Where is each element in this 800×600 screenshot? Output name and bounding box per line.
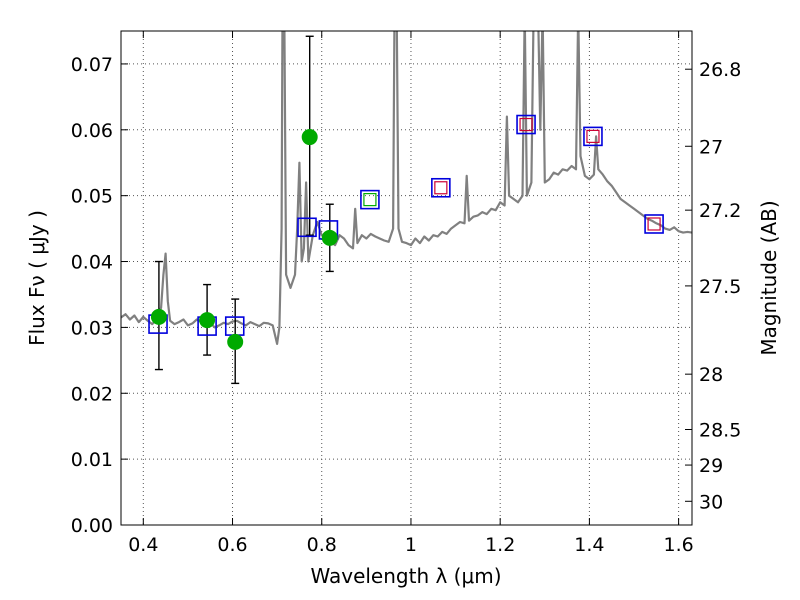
axis-ticks: 0.4 0.6 0.8 1 1.2 1.4 1.6 0.00 0.01 0.02 0.03 0.04 0… [71,31,741,556]
grid [121,31,692,525]
model-box-inner [586,129,600,143]
spectrum-line [121,31,692,345]
y-tick-label: 0.04 [71,252,113,274]
y2-tick-label: 28.5 [699,419,741,441]
model-box [297,217,317,238]
y2-tick-label: 26.8 [699,59,741,81]
model-box-inner [519,117,533,132]
y2-tick-label: 27.2 [699,200,741,222]
model-box [583,126,603,147]
y2-tick-label: 27.5 [699,276,741,298]
y2-tick-label: 30 [699,491,723,513]
x-tick-label: 1.4 [574,534,604,556]
model-box [431,177,451,198]
y-tick-label: 0.00 [71,515,113,537]
y2-tick-label: 27 [699,136,723,158]
y-axis-label: Flux Fν ( μJy ) [25,210,49,346]
spectrum-series [121,31,692,345]
y2-tick-label: 28 [699,364,723,386]
model-box-inner [647,217,661,231]
y-tick-label: 0.03 [71,317,113,339]
x-tick-label: 0.8 [307,534,337,556]
observed-point [321,229,338,246]
x-axis-label: Wavelength λ (μm) [310,564,501,588]
observed-point [227,333,244,350]
y-tick-label: 0.01 [71,449,113,471]
y-tick-label: 0.07 [71,54,113,76]
model-box-inner [363,193,377,207]
observed-photometry-series [150,129,338,350]
x-tick-label: 0.6 [217,534,247,556]
x-tick-label: 1 [405,534,417,556]
x-tick-label: 1.6 [664,534,694,556]
y2-tick-label: 29 [699,455,723,477]
model-box [516,114,536,135]
y2-axis-label: Magnitude (AB) [757,200,781,355]
model-box [644,214,664,234]
observed-point [199,312,216,329]
plot-frame [120,30,693,526]
observed-point [301,129,318,146]
model-box-inner [434,181,448,195]
x-tick-label: 1.2 [485,534,515,556]
y-tick-label: 0.02 [71,383,113,405]
model-photometry-series [148,114,664,336]
observed-point [150,308,167,325]
y-tick-label: 0.05 [71,186,113,208]
model-box [360,189,380,210]
x-tick-label: 0.4 [128,534,158,556]
y-tick-label: 0.06 [71,120,113,142]
